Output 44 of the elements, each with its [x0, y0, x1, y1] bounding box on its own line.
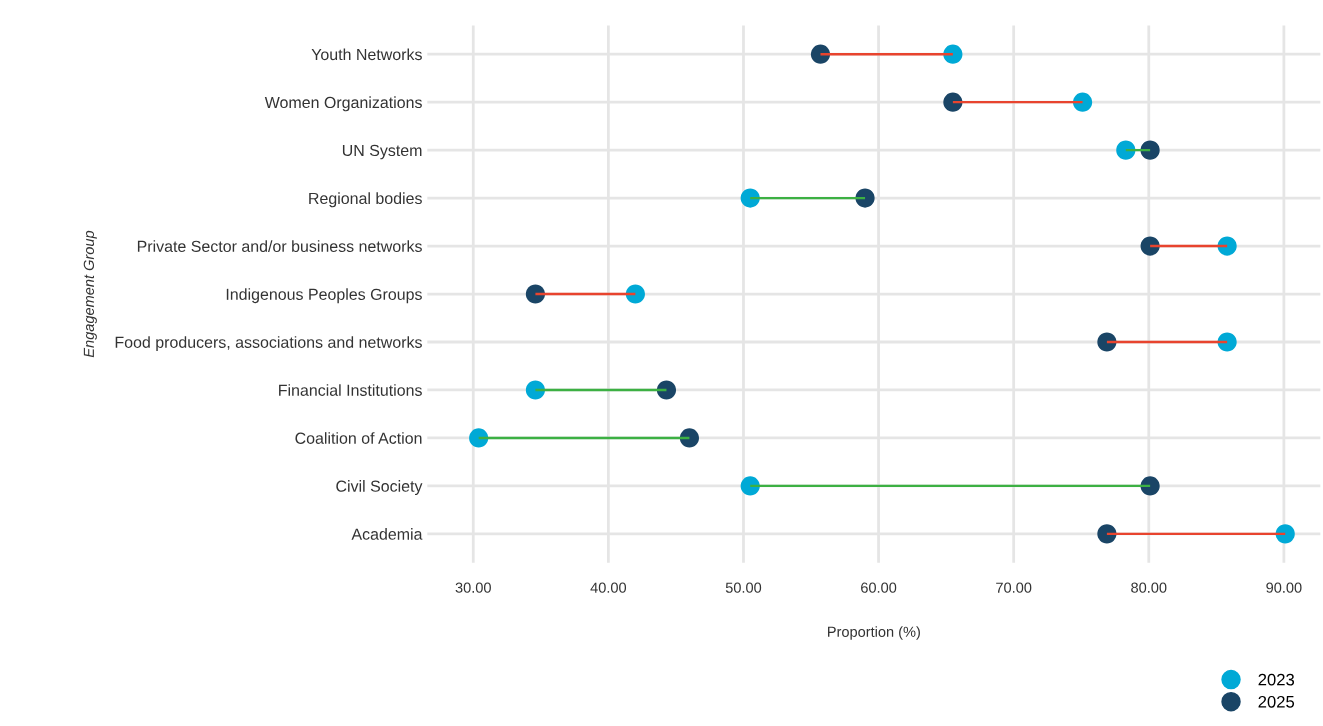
- x-tick-label: 50.00: [725, 582, 762, 593]
- point: [469, 428, 489, 448]
- point: [1140, 476, 1160, 496]
- legend-label: 2025: [1258, 695, 1295, 708]
- x-tick-label: 70.00: [996, 582, 1032, 593]
- y-tick-label: Youth Networks: [311, 48, 422, 61]
- x-tick-label: 60.00: [861, 582, 897, 593]
- y-tick-label: Indigenous Peoples Groups: [226, 288, 422, 304]
- point: [1116, 140, 1136, 160]
- x-tick-label: 40.00: [590, 582, 627, 593]
- x-tick-label: 90.00: [1266, 582, 1302, 593]
- point: [1217, 332, 1237, 352]
- point: [679, 428, 699, 448]
- y-tick-label: Coalition of Action: [295, 432, 422, 444]
- point: [1073, 92, 1093, 112]
- y-tick-label: UN System: [342, 144, 422, 160]
- point: [1217, 236, 1237, 256]
- legend-label: 2023: [1258, 673, 1295, 686]
- point: [740, 476, 760, 496]
- point: [1140, 236, 1160, 256]
- y-tick-label: Financial Institutions: [279, 384, 422, 396]
- point: [943, 44, 963, 64]
- y-tick-label: Civil Society: [336, 480, 423, 495]
- point: [1097, 524, 1117, 544]
- point: [810, 44, 831, 64]
- x-axis-title: Proportion (%): [828, 626, 920, 640]
- point: [525, 380, 545, 400]
- y-tick-label: Food producers, associations and networks: [115, 336, 422, 352]
- point: [656, 380, 677, 400]
- point: [625, 284, 645, 304]
- point: [855, 188, 875, 208]
- x-tick-label: 80.00: [1131, 582, 1167, 593]
- point: [740, 188, 760, 208]
- point: [525, 284, 545, 304]
- point: [1140, 140, 1160, 160]
- y-tick-label: Academia: [351, 528, 423, 540]
- y-axis-title: Engagement Group: [83, 230, 97, 358]
- point: [1275, 524, 1295, 544]
- point: [943, 92, 963, 112]
- point: [1097, 332, 1117, 352]
- x-tick-label: 30.00: [455, 582, 491, 593]
- y-tick-label: Regional bodies: [309, 192, 422, 208]
- y-tick-label: Private Sector and/or business networks: [137, 240, 422, 253]
- y-tick-label: Women Organizations: [264, 96, 422, 112]
